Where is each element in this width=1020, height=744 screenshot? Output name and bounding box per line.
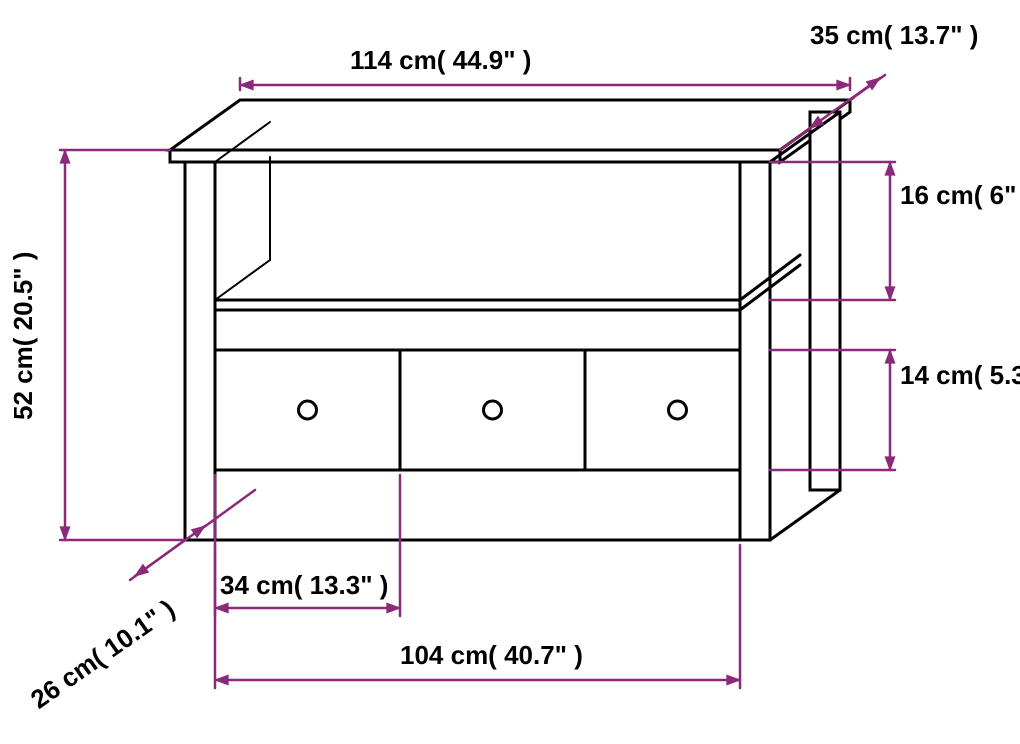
dim-top-width: 114 cm( 44.9" ) <box>350 45 531 76</box>
dim-top-depth: 35 cm( 13.7" ) <box>810 20 978 51</box>
dim-shelf-gap: 16 cm( 6" ) <box>900 180 990 211</box>
dim-inner-w: 104 cm( 40.7" ) <box>400 640 583 671</box>
dim-drawer-w: 34 cm( 13.3" ) <box>220 570 388 601</box>
dim-total-h: 52 cm( 20.5" ) <box>8 252 39 420</box>
dim-drawer-h: 14 cm( 5.3" ) <box>900 360 990 391</box>
